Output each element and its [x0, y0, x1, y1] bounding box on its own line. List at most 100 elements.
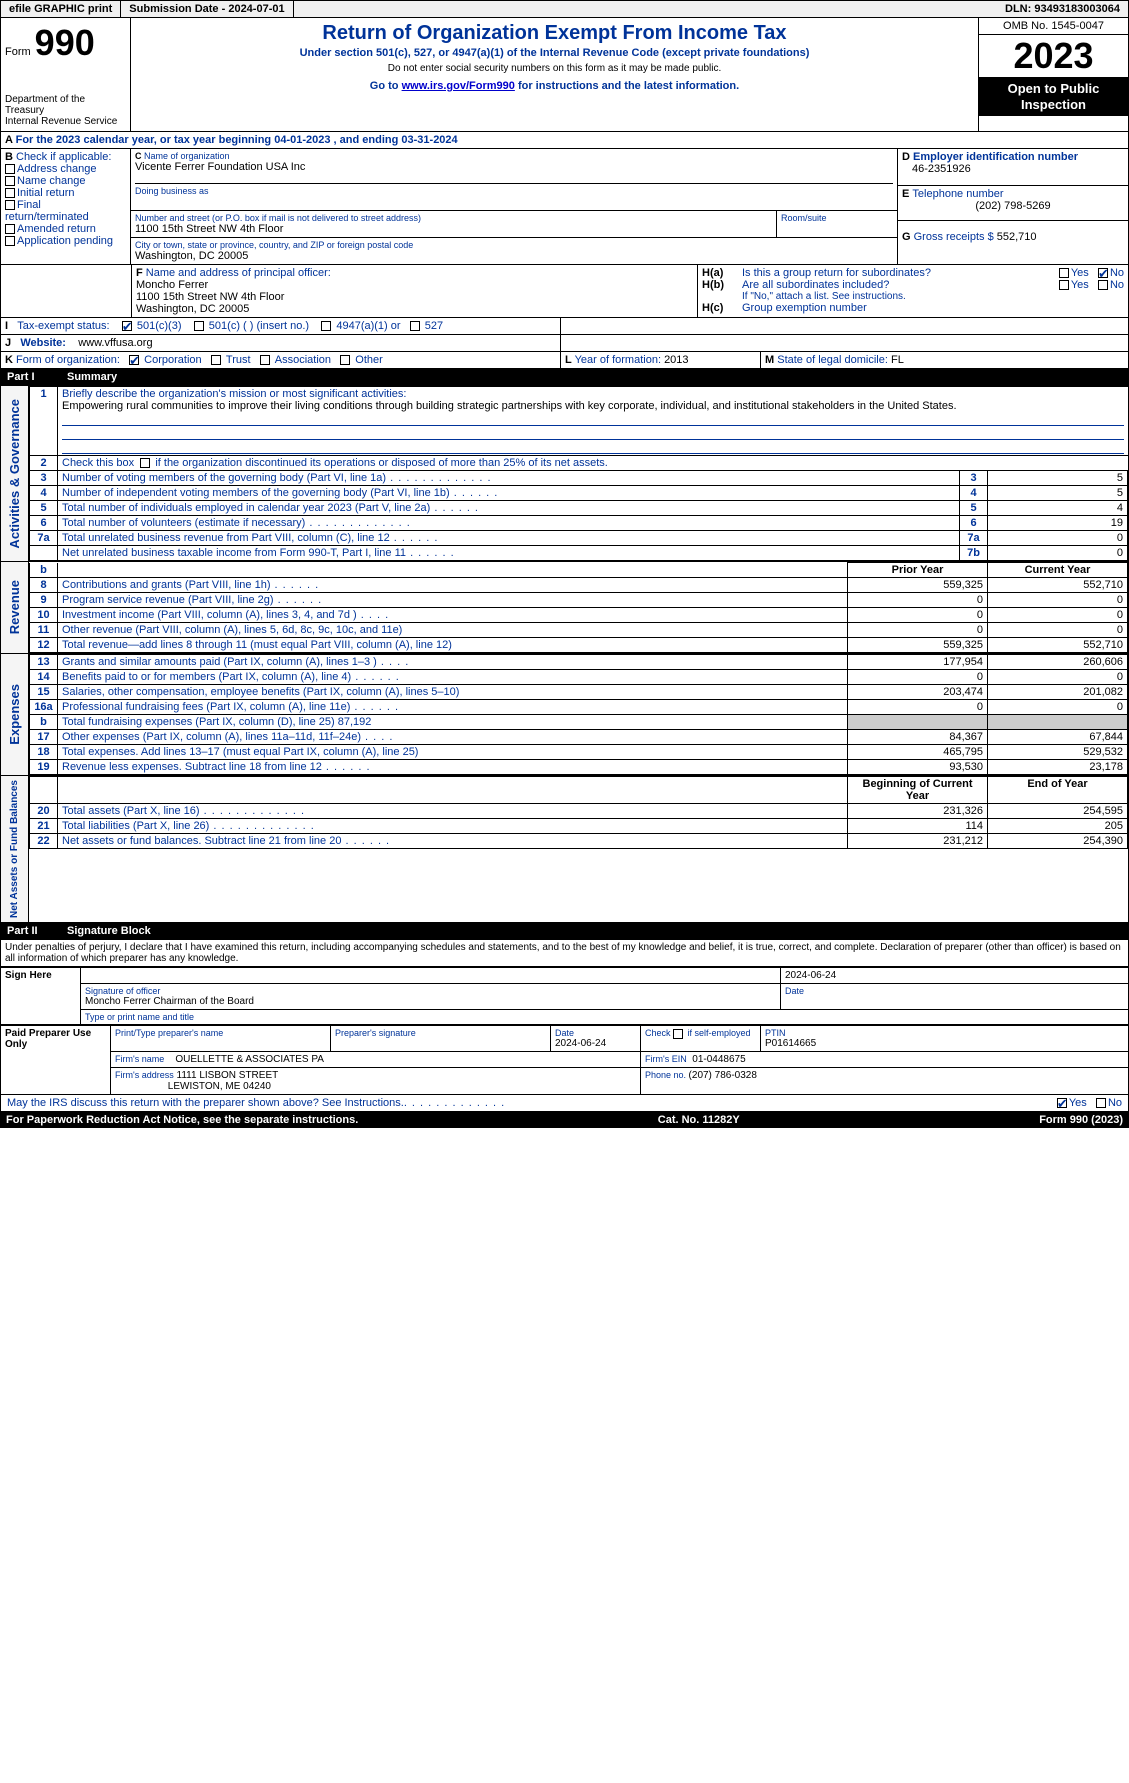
partI-num: Part I — [7, 371, 67, 383]
cbx-final-return[interactable] — [5, 200, 15, 210]
submission-cell: Submission Date - 2024-07-01 — [121, 1, 293, 17]
p19: 93,530 — [848, 760, 988, 775]
form-header-right: OMB No. 1545-0047 2023 Open to Public In… — [978, 18, 1128, 131]
c20: 254,595 — [988, 804, 1128, 819]
L-val: 2013 — [664, 354, 688, 366]
p8: 559,325 — [848, 578, 988, 593]
cbx-Hb-no[interactable] — [1098, 280, 1108, 290]
section-expenses: Expenses 13Grants and similar amounts pa… — [0, 654, 1129, 776]
p16a: 0 — [848, 700, 988, 715]
cbx-name-change[interactable] — [5, 176, 15, 186]
cbx-assoc[interactable] — [260, 355, 270, 365]
table-exp: 13Grants and similar amounts paid (Part … — [29, 654, 1128, 775]
cbx-501c3[interactable] — [122, 321, 132, 331]
Hc-text: Group exemption number — [742, 302, 867, 314]
section-revenue: Revenue bPrior YearCurrent Year 8Contrib… — [0, 562, 1129, 654]
cat-no: Cat. No. 11282Y — [658, 1114, 740, 1126]
Hb-yes: Yes — [1071, 279, 1089, 291]
M-lbl: State of legal domicile: — [777, 354, 891, 366]
form-label: Form — [5, 46, 31, 58]
p22: 231,212 — [848, 834, 988, 849]
form-ref: Form 990 (2023) — [1039, 1114, 1123, 1126]
l11-text: Other revenue (Part VIII, column (A), li… — [62, 624, 402, 636]
cbx-discontinued[interactable] — [140, 458, 150, 468]
footer-bar: For Paperwork Reduction Act Notice, see … — [0, 1112, 1129, 1128]
tab-rev: Revenue — [1, 562, 29, 653]
cbx-discuss-yes[interactable] — [1057, 1098, 1067, 1108]
cbx-initial-return[interactable] — [5, 188, 15, 198]
l7a-text: Total unrelated business revenue from Pa… — [62, 532, 390, 544]
form-header-mid: Return of Organization Exempt From Incom… — [131, 18, 978, 131]
c21: 205 — [988, 819, 1128, 834]
cbx-Ha-no[interactable] — [1098, 268, 1108, 278]
l17-text: Other expenses (Part IX, column (A), lin… — [62, 731, 361, 743]
K-o1: Corporation — [144, 354, 201, 366]
p18: 465,795 — [848, 745, 988, 760]
dln-label: DLN: — [1005, 3, 1034, 15]
cbx-address-change[interactable] — [5, 164, 15, 174]
B-o3: Initial return — [17, 187, 74, 199]
cbx-4947[interactable] — [321, 321, 331, 331]
part-II-header: Part II Signature Block — [0, 923, 1129, 940]
ssn-warning: Do not enter social security numbers on … — [139, 63, 970, 74]
Ha-text: Is this a group return for subordinates? — [742, 267, 1014, 279]
block-F-H: F Name and address of principal officer:… — [0, 265, 1129, 318]
cbx-discuss-no[interactable] — [1096, 1098, 1106, 1108]
F-l1: Moncho Ferrer — [136, 279, 693, 291]
F-l2: 1100 15th Street NW 4th Floor — [136, 291, 693, 303]
I-o2: 501(c) ( ) (insert no.) — [209, 320, 309, 332]
form-header-left: Form 990 Department of the Treasury Inte… — [1, 18, 131, 131]
Hb-note: If "No," attach a list. See instructions… — [702, 291, 1124, 302]
hdr-prior: Prior Year — [848, 563, 988, 578]
cbx-self-employed[interactable] — [673, 1029, 683, 1039]
tab-ag: Activities & Governance — [1, 386, 29, 561]
city-value: Washington, DC 20005 — [135, 250, 893, 262]
F-lbl: Name and address of principal officer: — [146, 267, 331, 279]
cbx-501c[interactable] — [194, 321, 204, 331]
B-o2: Name change — [17, 175, 86, 187]
form-subtitle: Under section 501(c), 527, or 4947(a)(1)… — [139, 47, 970, 59]
tab-exp: Expenses — [1, 654, 29, 775]
l16a-text: Professional fundraising fees (Part IX, … — [62, 701, 350, 713]
p9: 0 — [848, 593, 988, 608]
tab-rev-label: Revenue — [5, 576, 24, 638]
l15-text: Salaries, other compensation, employee b… — [62, 686, 459, 698]
block-J: J Website: www.vffusa.org — [0, 335, 1129, 352]
cbx-amended-return[interactable] — [5, 224, 15, 234]
cbx-app-pending[interactable] — [5, 236, 15, 246]
discuss-yes: Yes — [1069, 1097, 1087, 1109]
discuss-row: May the IRS discuss this return with the… — [0, 1095, 1129, 1112]
c9: 0 — [988, 593, 1128, 608]
c15: 201,082 — [988, 685, 1128, 700]
p16b-shade — [848, 715, 988, 730]
l10-text: Investment income (Part VIII, column (A)… — [62, 609, 357, 621]
open-inspection-box: Open to Public Inspection — [979, 77, 1128, 116]
block-KLM: K Form of organization: Corporation Trus… — [0, 352, 1129, 369]
c14: 0 — [988, 670, 1128, 685]
goto-pre: Go to — [370, 80, 402, 92]
J-val: www.vffusa.org — [78, 337, 152, 349]
partII-title: Signature Block — [67, 925, 151, 937]
cbx-Ha-yes[interactable] — [1059, 268, 1069, 278]
hdr-begin: Beginning of Current Year — [848, 777, 988, 804]
firm-addr-lbl: Firm's address — [115, 1070, 174, 1080]
goto-link[interactable]: www.irs.gov/Form990 — [402, 80, 515, 92]
K-o3: Association — [275, 354, 331, 366]
dln-value: 93493183003064 — [1034, 3, 1120, 15]
c10: 0 — [988, 608, 1128, 623]
cbx-corp[interactable] — [129, 355, 139, 365]
s1-txt: Empowering rural communities to improve … — [62, 400, 957, 412]
submission-date: 2024-07-01 — [228, 3, 284, 15]
paperwork-text: For Paperwork Reduction Act Notice, see … — [6, 1114, 358, 1126]
firm-addr1: 1111 LISBON STREET — [177, 1070, 279, 1081]
cbx-other[interactable] — [340, 355, 350, 365]
l16b-val: 87,192 — [338, 716, 372, 728]
A-end: 03-31-2024 — [401, 134, 457, 146]
Hb-text: Are all subordinates included? — [742, 279, 1014, 291]
cbx-trust[interactable] — [211, 355, 221, 365]
B-o4: Final return/terminated — [5, 199, 89, 223]
cbx-Hb-yes[interactable] — [1059, 280, 1069, 290]
firm-ein-lbl: Firm's EIN — [645, 1054, 687, 1064]
tab-ag-label: Activities & Governance — [5, 395, 24, 553]
cbx-527[interactable] — [410, 321, 420, 331]
